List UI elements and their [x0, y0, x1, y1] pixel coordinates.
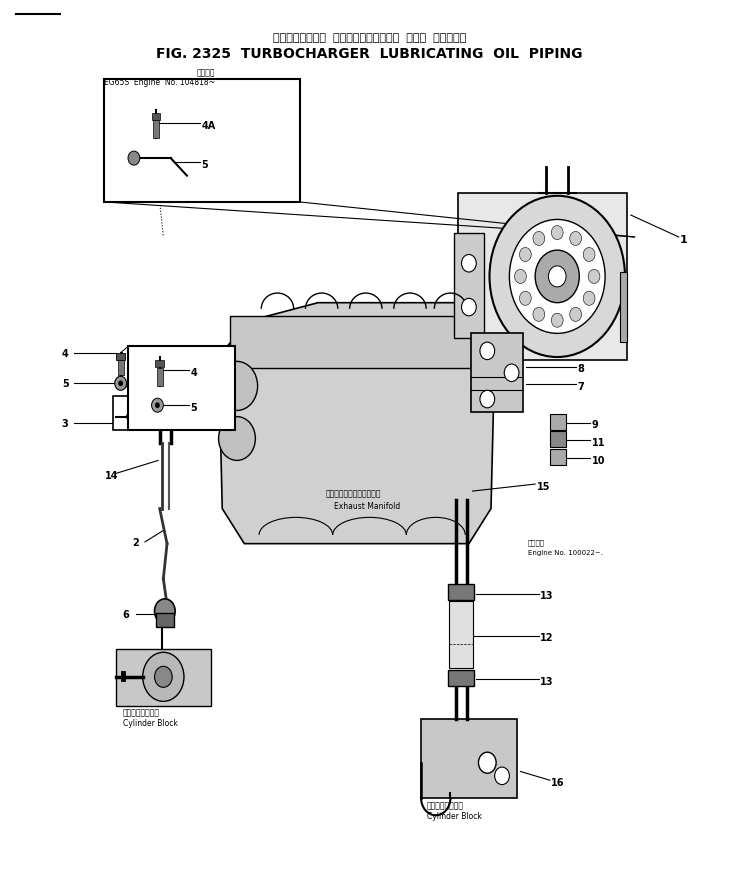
Text: 9: 9	[592, 420, 599, 430]
Circle shape	[115, 377, 126, 391]
Circle shape	[520, 248, 531, 263]
Bar	[128, 347, 235, 430]
Circle shape	[217, 362, 258, 411]
Text: 15: 15	[537, 481, 550, 492]
Circle shape	[583, 292, 595, 306]
Text: 3: 3	[62, 418, 69, 428]
Text: 4: 4	[62, 349, 69, 358]
Text: 1: 1	[680, 234, 688, 244]
Text: 2: 2	[132, 537, 139, 547]
Text: 4A: 4A	[202, 120, 216, 131]
Text: 5: 5	[191, 402, 197, 413]
Circle shape	[126, 413, 134, 421]
Text: Engine No. 100022~.: Engine No. 100022~.	[528, 550, 603, 556]
Text: 13: 13	[540, 591, 554, 601]
Circle shape	[504, 364, 519, 382]
Circle shape	[509, 220, 605, 334]
Circle shape	[551, 313, 563, 327]
Circle shape	[570, 232, 582, 246]
Circle shape	[548, 267, 566, 288]
Circle shape	[118, 381, 123, 386]
Bar	[157, 369, 163, 386]
Bar	[155, 360, 164, 367]
Text: 14: 14	[104, 471, 118, 481]
Circle shape	[143, 652, 184, 702]
Circle shape	[151, 399, 163, 413]
Text: 8: 8	[577, 364, 584, 374]
Circle shape	[533, 308, 545, 322]
Bar	[448, 670, 474, 686]
Text: 6: 6	[123, 609, 129, 619]
Circle shape	[155, 403, 160, 408]
Text: 10: 10	[592, 455, 605, 465]
Text: エキゾーストマニホールド: エキゾーストマニホールド	[325, 489, 381, 498]
Circle shape	[588, 270, 600, 284]
Bar	[448, 584, 474, 600]
Circle shape	[480, 342, 494, 360]
Circle shape	[462, 255, 476, 273]
Text: Cylinder Block: Cylinder Block	[123, 718, 178, 727]
Circle shape	[494, 767, 509, 785]
Text: 適用号機: 適用号機	[528, 539, 545, 545]
Text: 13: 13	[540, 676, 554, 687]
Text: 16: 16	[551, 777, 565, 787]
Text: 4: 4	[191, 368, 197, 378]
Text: Cylinder Block: Cylinder Block	[427, 811, 482, 820]
Bar	[115, 649, 211, 706]
Text: シリンダブロック: シリンダブロック	[123, 708, 160, 716]
Text: 適用号機: 適用号機	[197, 68, 215, 77]
Bar	[550, 450, 566, 465]
Circle shape	[219, 417, 256, 461]
Bar	[449, 601, 472, 668]
Text: ターボチャージャ  ルーブリケーティング  オイル  パイピング: ターボチャージャ ルーブリケーティング オイル パイピング	[273, 33, 466, 43]
Circle shape	[128, 152, 140, 166]
Bar	[156, 613, 174, 627]
Circle shape	[514, 270, 526, 284]
Text: 5: 5	[62, 379, 69, 389]
Bar	[471, 334, 522, 413]
Circle shape	[535, 251, 579, 303]
Text: 5: 5	[202, 160, 208, 170]
Bar	[230, 316, 472, 369]
Bar	[151, 113, 160, 120]
Circle shape	[520, 292, 531, 306]
Circle shape	[462, 299, 476, 316]
Text: 11: 11	[592, 437, 605, 448]
Text: シリンダブロック: シリンダブロック	[427, 801, 464, 810]
Text: Exhaust Manifold: Exhaust Manifold	[334, 502, 401, 511]
Circle shape	[583, 248, 595, 263]
Bar	[458, 194, 627, 360]
Circle shape	[551, 227, 563, 241]
Text: 12: 12	[540, 633, 554, 643]
Bar	[104, 80, 299, 203]
Circle shape	[478, 752, 496, 774]
Circle shape	[154, 666, 172, 687]
Text: 7: 7	[577, 382, 584, 392]
Circle shape	[489, 197, 625, 357]
Circle shape	[480, 391, 494, 408]
Text: FIG. 2325  TURBOCHARGER  LUBRICATING  OIL  PIPING: FIG. 2325 TURBOCHARGER LUBRICATING OIL P…	[156, 47, 583, 61]
Bar	[620, 273, 627, 342]
Bar	[550, 432, 566, 448]
Polygon shape	[219, 303, 494, 544]
Bar	[113, 397, 132, 430]
Bar	[116, 353, 125, 360]
Bar	[153, 121, 159, 139]
Bar	[454, 234, 483, 338]
Bar	[421, 719, 517, 798]
Bar	[550, 414, 566, 430]
Bar	[118, 360, 123, 376]
Circle shape	[154, 599, 175, 623]
Text: EG65S  Engine  No. 104818~: EG65S Engine No. 104818~	[104, 78, 216, 87]
Circle shape	[570, 308, 582, 322]
Circle shape	[533, 232, 545, 246]
